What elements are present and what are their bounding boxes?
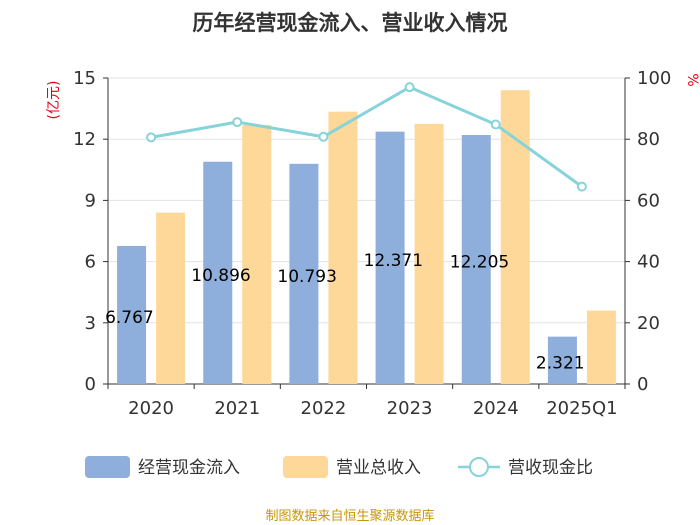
left-tick-label: 9 bbox=[85, 190, 96, 211]
legend-label: 经营现金流入 bbox=[138, 458, 240, 478]
cash-inflow-label: 2.321 bbox=[536, 353, 585, 373]
ratio-point bbox=[146, 132, 157, 143]
right-axis-unit: % bbox=[684, 73, 700, 86]
left-tick-label: 6 bbox=[85, 252, 96, 273]
cash-inflow-label: 10.793 bbox=[277, 267, 336, 287]
revenue-bar bbox=[414, 123, 444, 385]
legend-marker bbox=[469, 457, 489, 477]
grid bbox=[108, 77, 625, 385]
x-tick-label: 2024 bbox=[473, 398, 519, 419]
x-tick-label: 2022 bbox=[301, 398, 347, 419]
x-tick-label: 2020 bbox=[128, 398, 174, 419]
left-tick-label: 0 bbox=[85, 374, 96, 395]
chart-title: 历年经营现金流入、营业收入情况 bbox=[193, 11, 508, 35]
right-tick-label: 20 bbox=[637, 313, 660, 334]
cash-inflow-label: 10.896 bbox=[191, 266, 250, 286]
ratio-point bbox=[404, 82, 415, 93]
left-axis-unit: (亿元) bbox=[46, 81, 62, 120]
legend-label: 营收现金比 bbox=[508, 458, 593, 478]
right-tick-label: 0 bbox=[637, 374, 648, 395]
left-tick-label: 3 bbox=[85, 313, 96, 334]
data-labels: 6.767 10.896 10.793 12.371 12.205 2.321 bbox=[105, 251, 585, 374]
right-tick-label: 40 bbox=[637, 252, 660, 273]
revenue-bar bbox=[500, 90, 530, 385]
cash-inflow-bar bbox=[547, 336, 577, 384]
legend-label: 营业总收入 bbox=[336, 458, 421, 478]
cash-inflow-label: 12.205 bbox=[450, 253, 509, 273]
legend: 经营现金流入 营业总收入 营收现金比 bbox=[85, 456, 593, 478]
ratio-point bbox=[318, 131, 329, 142]
revenue-bar bbox=[156, 212, 186, 384]
ratio-point bbox=[232, 117, 243, 128]
right-tick-label: 80 bbox=[637, 129, 660, 150]
x-tick-label: 2023 bbox=[387, 398, 433, 419]
left-tick-label: 12 bbox=[73, 129, 96, 150]
source-footer: 制图数据来自恒生聚源数据库 bbox=[265, 508, 434, 524]
cash-inflow-bar bbox=[289, 163, 319, 384]
revenue-bar bbox=[242, 124, 272, 385]
bars bbox=[117, 90, 616, 385]
legend-swatch bbox=[283, 456, 328, 478]
left-tick-label: 15 bbox=[73, 68, 96, 89]
cash-inflow-label: 6.767 bbox=[105, 308, 154, 328]
axes: 0 3 6 9 12 15 0 20 40 60 80 100 2020 2021 2022 2023 2024… bbox=[73, 68, 671, 419]
revenue-bar bbox=[328, 111, 358, 384]
x-tick-label: 2025Q1 bbox=[546, 398, 617, 419]
legend-swatch bbox=[85, 456, 130, 478]
cash-inflow-bar bbox=[117, 245, 147, 384]
cash-inflow-label: 12.371 bbox=[364, 251, 423, 271]
x-tick-label: 2021 bbox=[214, 398, 260, 419]
cash-inflow-bar bbox=[461, 135, 491, 384]
ratio-line bbox=[146, 82, 587, 192]
right-tick-label: 100 bbox=[637, 68, 671, 89]
right-tick-label: 60 bbox=[637, 190, 660, 211]
ratio-point bbox=[490, 119, 501, 130]
ratio-point bbox=[576, 181, 587, 192]
revenue-bar bbox=[586, 310, 616, 384]
ratio-line-path bbox=[150, 85, 583, 188]
cash-inflow-bar bbox=[203, 161, 233, 384]
cash-inflow-bar bbox=[375, 131, 405, 384]
